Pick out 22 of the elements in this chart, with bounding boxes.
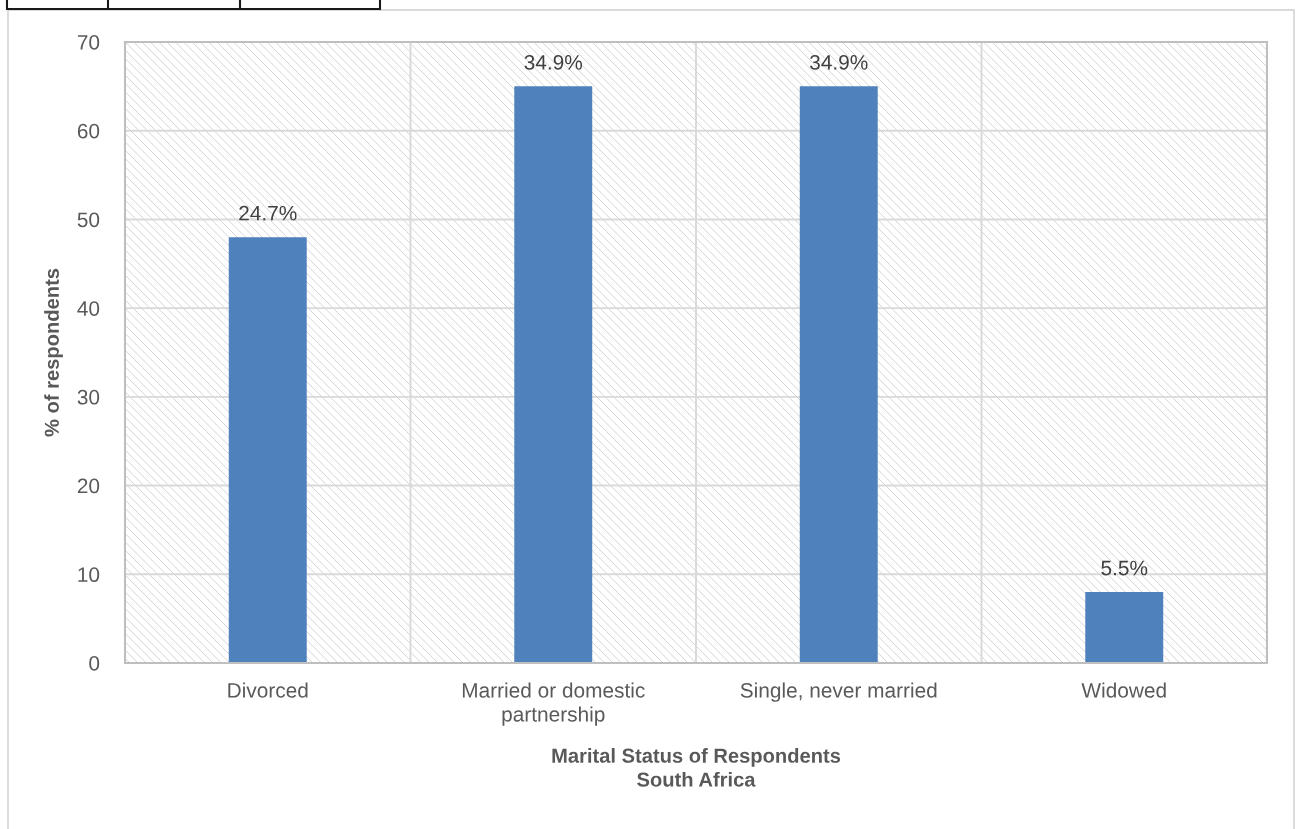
x-tick-label: Widowed xyxy=(1081,682,1166,698)
x-tick-label: Married or domestic partnership xyxy=(462,682,645,726)
annotation: 34.9% xyxy=(524,54,583,70)
y-tick-label: 20 xyxy=(77,478,100,494)
y-tick-label: 30 xyxy=(77,389,100,405)
x-axis-title: Marital Status of Respondents South Africa xyxy=(552,748,841,787)
bar xyxy=(1085,592,1164,663)
y-tick-label: 0 xyxy=(89,656,100,671)
bar xyxy=(228,237,307,663)
y-axis-title: % of respondents xyxy=(44,268,63,437)
annotation: 24.7% xyxy=(239,205,297,221)
y-tick-label: 60 xyxy=(77,123,100,139)
x-tick-label: Divorced xyxy=(228,682,308,698)
y-tick-label: 40 xyxy=(77,301,100,316)
bar xyxy=(799,86,878,663)
annotation: 5.5% xyxy=(1101,560,1148,576)
y-tick-label: 50 xyxy=(77,212,100,228)
y-tick-label: 10 xyxy=(78,567,100,583)
bar xyxy=(514,86,593,663)
annotation: 34.9% xyxy=(810,54,868,70)
y-tick-label: 70 xyxy=(77,35,100,50)
x-tick-label: Single, never married xyxy=(740,682,937,702)
